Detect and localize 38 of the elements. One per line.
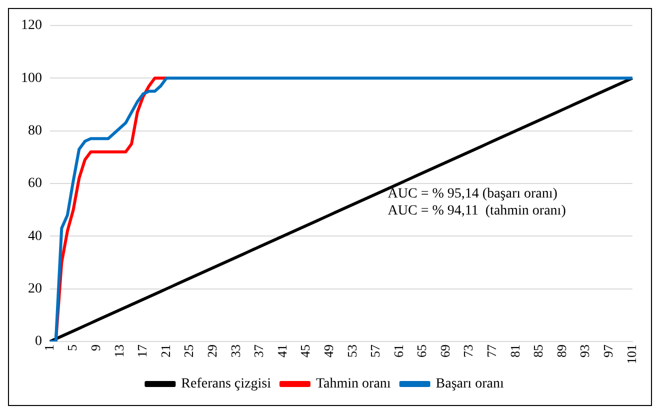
x-tick-label: 53: [344, 344, 360, 358]
x-tick-label: 65: [414, 344, 430, 358]
y-tick-label: 80: [28, 123, 42, 138]
x-tick-label: 25: [181, 344, 196, 358]
x-tick-label: 97: [600, 344, 616, 358]
y-tick-label: 100: [21, 70, 42, 86]
legend-label: Tahmin oranı: [316, 376, 391, 392]
x-tick-label: 33: [228, 344, 243, 358]
x-tick-label: 21: [158, 344, 173, 358]
y-tick-label: 120: [21, 18, 42, 34]
x-tick-label: 61: [390, 344, 406, 358]
x-tick-label: 9: [88, 344, 104, 351]
y-tick-label: 40: [28, 228, 42, 244]
x-tick-label: 77: [484, 344, 500, 358]
x-tick-label: 81: [507, 344, 522, 358]
x-tick-label: 85: [530, 344, 546, 358]
x-tick-label: 45: [298, 344, 313, 358]
legend-label: Başarı oranı: [436, 376, 504, 392]
annotation: AUC = % 94,11 (tahmin oranı): [388, 203, 566, 218]
x-tick-label: 89: [554, 344, 569, 358]
x-tick-label: 69: [437, 344, 452, 358]
x-tick-label: 49: [320, 344, 336, 358]
x-tick-label: 41: [274, 344, 290, 358]
x-tick-label: 73: [460, 344, 476, 358]
y-tick-label: 20: [28, 281, 42, 296]
annotation: AUC = % 95,14 (başarı oranı): [388, 186, 558, 202]
x-tick-label: 37: [251, 344, 266, 358]
y-tick-label: 60: [28, 176, 42, 192]
x-tick-label: 1: [41, 344, 56, 351]
x-tick-label: 17: [134, 344, 150, 358]
y-tick-label: 0: [35, 334, 42, 350]
x-tick-label: 93: [577, 344, 592, 358]
x-tick-label: 57: [368, 344, 383, 358]
x-tick-label: 101: [624, 344, 639, 364]
x-tick-label: 29: [204, 344, 220, 358]
x-tick-label: 5: [64, 344, 80, 351]
legend-label: Referans çizgisi: [181, 376, 272, 392]
x-tick-label: 13: [111, 344, 126, 358]
